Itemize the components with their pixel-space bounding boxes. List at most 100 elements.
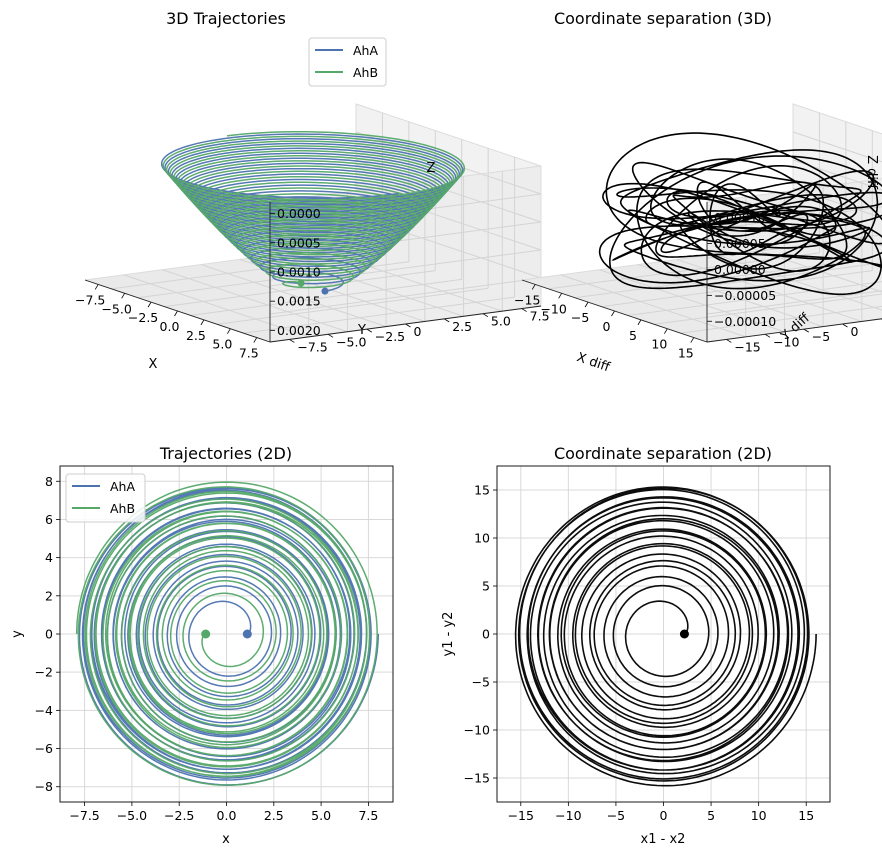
y-tick: [482, 313, 489, 318]
series-line-ahb: [162, 130, 466, 289]
y-tick-label: 15: [474, 483, 490, 498]
y-tick: [521, 308, 527, 312]
x-tick-label: 10: [751, 808, 767, 823]
x-axis-label: X: [149, 357, 158, 372]
y-tick-label: 5: [482, 579, 490, 594]
x-tick: [584, 301, 589, 308]
grid-line: [200, 264, 387, 328]
z-tick-label: 0.00010: [714, 210, 766, 225]
y-axis-line: [706, 318, 882, 343]
y-tick-label: 2: [45, 588, 53, 603]
x-tick-label: −10: [555, 808, 581, 823]
grid-line: [164, 270, 436, 308]
panel-2d-trajectories: −7.5 −5.0 −2.5 0.0 2.5 5.0 7.5 −8 −6 −4 −2 0 2 4 6 8 Tr…: [10, 444, 394, 847]
grid-line: [715, 253, 882, 311]
start-point-aha: [321, 287, 329, 295]
x-tick-label: −2.5: [164, 808, 194, 823]
y-tick: [764, 333, 771, 338]
x-tick-label: 5: [629, 328, 637, 343]
grid-line: [123, 274, 309, 338]
y-tick-label: 5.0: [491, 314, 511, 329]
grid-line: [654, 293, 882, 325]
y-tick-label: 4: [45, 550, 53, 565]
y-tick-label: 2.5: [452, 319, 472, 334]
panel-3d-trajectories: 3D Trajectories X Y Z −7.5−5.0−2.50.02.5…: [75, 9, 549, 372]
x-tick-label: −15: [508, 808, 534, 823]
grid-line: [706, 290, 882, 315]
series-line: [514, 486, 817, 787]
z-axis-label: Z: [427, 161, 436, 176]
x-tick-label: −2.5: [128, 310, 158, 325]
chart-title: Coordinate separation (3D): [554, 9, 772, 28]
x-tick-label: −5.0: [117, 808, 147, 823]
z-tick-label: −0.00005: [714, 288, 776, 303]
x-tick-label: 0: [603, 319, 611, 334]
plot-frame: [496, 465, 831, 803]
z-tick-label: 0.0015: [277, 294, 321, 309]
y-tick: [803, 328, 809, 333]
y-tick-label: −5: [812, 329, 830, 344]
series-line-ahb: [75, 481, 378, 786]
z-tick-label: −0.00010: [714, 314, 776, 329]
start-point-ahb: [201, 629, 211, 639]
series-line: [598, 132, 882, 296]
y-tick-label: −5: [472, 675, 490, 690]
x-tick-label: −5: [571, 310, 589, 325]
x-tick: [200, 319, 205, 326]
legend-label: AhB: [110, 501, 135, 516]
y-axis-label: Y: [357, 323, 366, 338]
plot-frame: [59, 465, 394, 803]
panel-3d-separation: Coordinate separation (3D) X diff Y diff…: [514, 9, 882, 376]
y-tick-label: −10: [773, 334, 799, 349]
grid-line: [162, 269, 348, 333]
chart-title: 3D Trajectories: [166, 9, 286, 28]
y-tick-label: −15: [464, 771, 490, 786]
x-tick: [690, 337, 695, 343]
y-tick-label: 0: [482, 627, 490, 642]
z-tick-label: 0.00000: [714, 262, 766, 277]
y-tick: [289, 339, 295, 343]
x-axis-label: x1 - x2: [641, 832, 686, 847]
x-tick: [121, 293, 125, 299]
x-tick-label: 15: [678, 346, 694, 361]
grid-line: [560, 274, 746, 338]
x-tick-label: 5: [707, 808, 715, 823]
x-tick-label: 15: [798, 808, 814, 823]
panel-2d-separation: −15 −10 −5 0 5 10 15 −15 −10 −5 0 5 10 15 Coordinate …: [441, 444, 831, 847]
y-tick: [327, 333, 334, 338]
y-tick-label: 7.5: [530, 309, 550, 324]
y-tick-label: −10: [464, 723, 490, 738]
x-tick-label: −15: [514, 292, 540, 307]
x-tick-label: −5.0: [101, 301, 131, 316]
x-tick-label: 2.5: [186, 328, 206, 343]
chart-title: Trajectories (2D): [159, 444, 292, 463]
z-tick-label: 0.0005: [277, 235, 321, 250]
grid-line: [792, 131, 882, 163]
grid-line: [190, 278, 462, 316]
y-axis-label: y: [10, 630, 25, 638]
grid-line: [792, 159, 882, 191]
z-tick-label: 0.0000: [277, 206, 321, 221]
x-tick-label: −7.5: [69, 808, 99, 823]
grid-line: [599, 269, 785, 333]
y-tick: [726, 339, 732, 343]
z-axis-label: Z diff: [864, 155, 879, 190]
y-tick-label: −8: [35, 779, 53, 794]
y-axis-label: y1 - y2: [441, 612, 456, 657]
x-tick: [147, 301, 152, 308]
z-tick-label: 0.00005: [714, 236, 766, 251]
y-tick-label: −2.5: [375, 329, 405, 344]
y-tick-label: 0: [45, 627, 53, 642]
start-point-aha: [242, 629, 252, 639]
start-point-ahb: [297, 279, 305, 287]
x-tick-label: −10: [540, 301, 566, 316]
x-tick-label: 0.0: [217, 808, 237, 823]
x-tick: [558, 293, 562, 299]
x-tick: [94, 284, 99, 290]
y-tick-label: −2: [35, 665, 53, 680]
x-tick-label: −5: [607, 808, 625, 823]
y-tick: [842, 323, 848, 328]
grid-line: [269, 277, 542, 315]
y-tick-label: 0: [414, 324, 422, 339]
x-tick: [174, 310, 178, 317]
